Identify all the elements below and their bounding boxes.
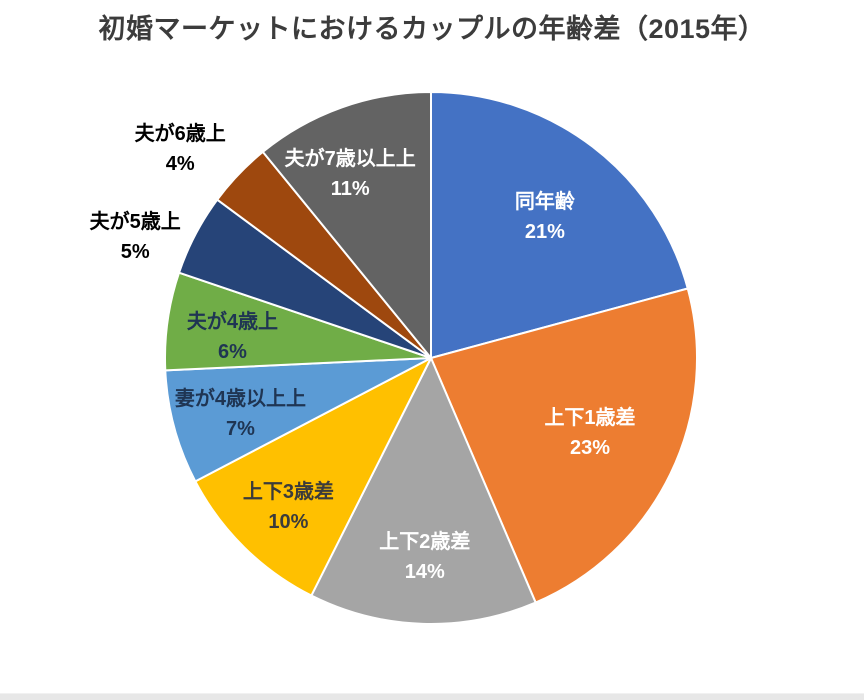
slice-label-2: 上下1歳差 23% — [544, 403, 635, 463]
slice-label-name: 夫が4歳上 — [186, 311, 278, 334]
pie-slice-4 — [194, 357, 432, 597]
slice-label-7: 夫が5歳上 5% — [90, 207, 181, 267]
pie-slice-3 — [310, 357, 537, 625]
slice-label-4: 上下3歳差 10% — [243, 477, 334, 537]
slice-label-value: 7% — [225, 418, 255, 441]
slice-label-5: 妻が4歳以上上 7% — [175, 384, 306, 444]
slice-label-name: 上下2歳差 — [379, 531, 471, 554]
slice-label-name: 夫が7歳以上上 — [284, 147, 416, 170]
slice-label-3: 上下2歳差 14% — [379, 527, 470, 587]
slice-label-value: 4% — [165, 152, 195, 175]
slice-label-1: 同年齢 21% — [515, 187, 575, 247]
slice-label-name: 上下3歳差 — [242, 480, 334, 503]
slice-label-name: 妻が4歳以上上 — [174, 388, 306, 411]
slice-label-8: 夫が6歳上 4% — [135, 119, 226, 179]
slice-label-value: 10% — [268, 510, 309, 533]
slice-label-name: 夫が5歳上 — [89, 210, 181, 233]
slice-label-value: 11% — [330, 177, 370, 200]
chart-title: 初婚マーケットにおけるカップルの年齢差（2015年） — [98, 14, 766, 44]
slice-label-value: 14% — [404, 561, 445, 584]
pie-slice-9 — [261, 91, 432, 359]
slice-label-name: 夫が6歳上 — [134, 122, 226, 145]
pie-slice-2 — [430, 287, 698, 604]
slice-label-name: 上下1歳差 — [544, 406, 636, 429]
slice-label-value: 21% — [524, 221, 565, 244]
bottom-border — [0, 693, 864, 700]
slice-label-value: 6% — [217, 341, 247, 364]
slice-label-value: 23% — [569, 436, 611, 459]
slice-label-value: 5% — [120, 240, 150, 263]
slice-label-6: 夫が4歳上 6% — [187, 307, 278, 367]
pie-slice-5 — [164, 357, 432, 483]
slice-label-name: 同年齢 — [514, 191, 575, 214]
pie-slice-1 — [430, 91, 689, 359]
slice-label-9: 夫が7歳以上上 11% — [285, 144, 416, 204]
